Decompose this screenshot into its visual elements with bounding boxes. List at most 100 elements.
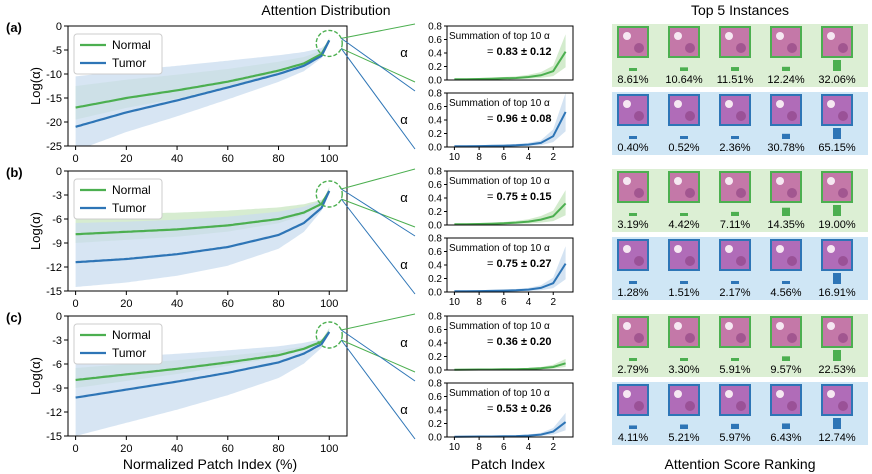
instance-tile: 1.28% — [617, 239, 649, 299]
score-bar — [782, 423, 790, 429]
legend: Normal Tumor — [73, 323, 163, 365]
legend-normal-label: Normal — [112, 183, 151, 197]
summary-prefix: Summation of top 10 α — [449, 243, 550, 254]
instance-image-texture — [776, 32, 784, 40]
tumor-top10-plot: 0.0 0.2 0.4 0.6 0.8 10 8 6 4 2 α Summation of top 1… — [340, 329, 574, 453]
score-bar — [629, 425, 637, 429]
small-x-tick-label: 8 — [476, 152, 482, 163]
score-label: 9.57% — [770, 364, 801, 376]
small-x-tick-label: 2 — [550, 442, 556, 453]
small-y-tick-label: 0.2 — [428, 207, 442, 218]
score-bar — [680, 358, 688, 361]
summary-prefix: Summation of top 10 α — [449, 388, 550, 399]
instance-image-texture — [725, 245, 733, 253]
y-tick-label: -20 — [46, 117, 62, 129]
instance-image-texture — [685, 43, 695, 53]
row-3: (c) 0 -3 -6 -9 -12 -15 0 20 40 60 80 100 Log(α) Normal… — [6, 310, 868, 455]
score-label: 11.51% — [717, 74, 754, 86]
instance-tile: 9.57% — [770, 316, 802, 376]
instance-image — [617, 94, 649, 126]
instance-tile: 4.11% — [617, 384, 649, 444]
instance-image-texture — [736, 256, 746, 266]
small-y-tick-label: 0.0 — [428, 433, 442, 444]
normal-mean-line — [75, 331, 331, 382]
connector-line — [341, 23, 416, 39]
instance-tile: 8.61% — [617, 26, 649, 86]
score-label: 1.51% — [668, 287, 699, 299]
instance-tile: 10.64% — [665, 26, 703, 86]
instance-image-texture — [725, 322, 733, 330]
connector-line — [340, 339, 416, 440]
small-y-tick-label: 0.4 — [428, 339, 442, 350]
small-y-tick-label: 0.6 — [428, 180, 442, 191]
instance-image — [821, 171, 853, 203]
score-bar — [680, 424, 688, 429]
main-plot-frame — [67, 170, 348, 292]
summary-value: 0.96 ± 0.08 — [496, 113, 551, 125]
instance-image-texture — [776, 100, 784, 108]
instance-image-texture — [736, 401, 746, 411]
score-label: 12.24% — [767, 74, 805, 86]
instance-image — [668, 94, 700, 126]
tumor-instances-panel: 1.28% 1.51% 2.17% 4.56% 16.91% — [612, 237, 868, 300]
summary-equals: = — [487, 46, 496, 58]
small-x-tick-label: 8 — [476, 442, 482, 453]
score-label: 5.97% — [719, 432, 750, 444]
instance-tile: 6.43% — [770, 384, 802, 444]
small-y-tick-label: 0.0 — [428, 288, 442, 299]
instance-tile: 11.51% — [717, 26, 754, 86]
small-x-tick-label: 6 — [501, 297, 507, 308]
tumor-top10-line — [454, 263, 567, 293]
score-label: 0.40% — [617, 142, 648, 154]
instance-image-texture — [827, 100, 835, 108]
instance-image-texture — [685, 256, 695, 266]
x-tick-label: 20 — [120, 298, 132, 310]
small-x-axis-title: Patch Index — [471, 456, 545, 472]
summary-equals: = — [487, 113, 496, 125]
score-label: 22.53% — [818, 364, 856, 376]
instance-image-texture — [623, 100, 631, 108]
instance-image-texture — [623, 390, 631, 398]
summary-prefix: Summation of top 10 α — [449, 321, 550, 332]
instance-image-texture — [623, 245, 631, 253]
summary-text: = 0.96 ± 0.08 — [487, 113, 551, 125]
instance-image-texture — [674, 32, 682, 40]
x-tick-label: 0 — [73, 153, 79, 165]
x-tick-label: 80 — [272, 298, 284, 310]
y-tick-label: -9 — [52, 238, 62, 250]
score-bar — [833, 128, 841, 139]
tumor-instances-panel: 4.11% 5.21% 5.97% 6.43% 12.74% — [612, 382, 868, 445]
instance-image — [770, 171, 802, 203]
instance-image — [770, 384, 802, 416]
panel-label: (b) — [6, 165, 23, 180]
score-bar — [833, 205, 841, 216]
small-x-tick-label: 10 — [449, 152, 461, 163]
score-label: 10.64% — [665, 74, 703, 86]
small-y-tick-label: 0.8 — [428, 89, 442, 100]
instance-image — [770, 239, 802, 271]
small-y-tick-label: 0.8 — [428, 379, 442, 390]
instance-image — [719, 316, 751, 348]
instance-tile: 12.24% — [767, 26, 805, 86]
small-y-tick-label: 0.6 — [428, 392, 442, 403]
summary-prefix: Summation of top 10 α — [449, 31, 550, 42]
tumor-mean-line — [75, 39, 331, 128]
zoom-circle — [315, 321, 343, 349]
instance-tile: 3.19% — [617, 171, 649, 231]
instance-image-texture — [623, 177, 631, 185]
x-tick-label: 60 — [222, 153, 234, 165]
summary-equals: = — [487, 258, 496, 270]
x-tick-label: 60 — [222, 443, 234, 455]
y-axis-title: Log(α) — [28, 212, 43, 250]
legend: Normal Tumor — [73, 33, 163, 75]
instance-image-texture — [674, 100, 682, 108]
instance-image-texture — [838, 188, 848, 198]
y-tick-label: -9 — [52, 383, 62, 395]
small-y-tick-label: 0.6 — [428, 35, 442, 46]
score-bar — [731, 136, 739, 139]
instance-image-texture — [838, 111, 848, 121]
score-label: 2.17% — [719, 287, 750, 299]
x-tick-label: 60 — [222, 298, 234, 310]
small-y-tick-label: 0.4 — [428, 194, 442, 205]
